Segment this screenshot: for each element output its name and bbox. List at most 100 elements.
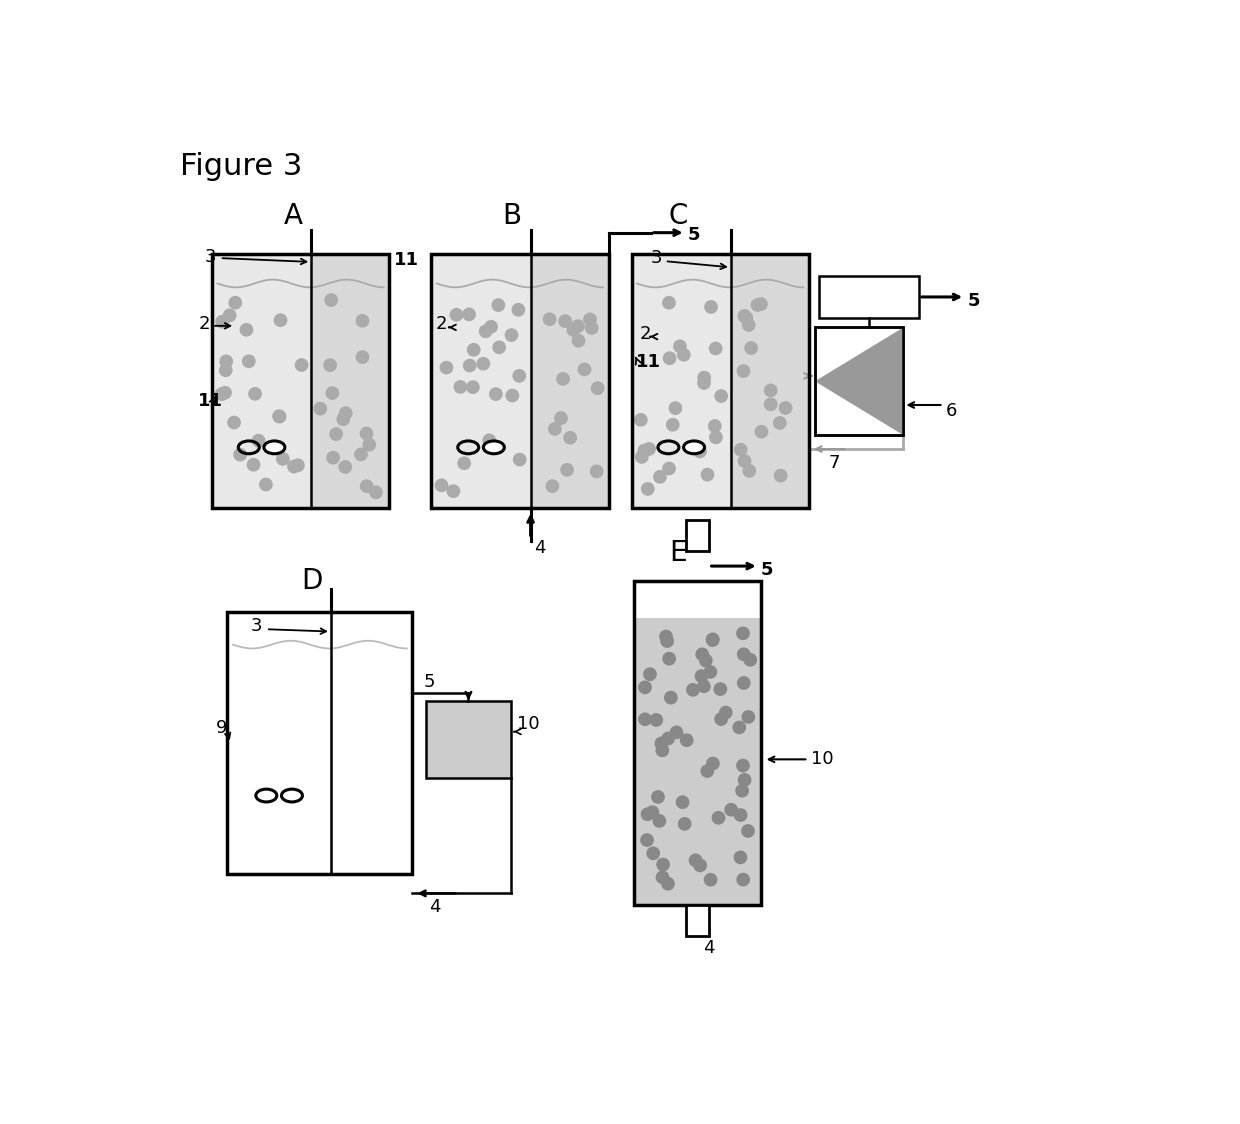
Circle shape — [578, 363, 590, 375]
Circle shape — [454, 381, 466, 393]
Circle shape — [355, 448, 367, 461]
Bar — [212, 254, 311, 508]
Bar — [631, 254, 730, 508]
Bar — [631, 254, 808, 508]
Circle shape — [572, 320, 584, 333]
Circle shape — [635, 414, 647, 426]
Circle shape — [663, 297, 675, 309]
Circle shape — [486, 740, 496, 750]
Circle shape — [584, 314, 596, 326]
Circle shape — [655, 737, 667, 750]
Circle shape — [647, 847, 660, 860]
Circle shape — [639, 444, 651, 456]
Circle shape — [434, 750, 444, 759]
Circle shape — [295, 359, 308, 371]
Circle shape — [481, 713, 490, 723]
Circle shape — [259, 479, 272, 491]
Bar — [818, 275, 919, 318]
Circle shape — [216, 316, 228, 328]
Circle shape — [219, 387, 231, 399]
Circle shape — [573, 335, 585, 347]
Circle shape — [751, 299, 764, 311]
Circle shape — [737, 785, 748, 797]
Circle shape — [512, 303, 525, 316]
Circle shape — [314, 402, 326, 415]
Text: B: B — [502, 201, 522, 229]
Circle shape — [765, 384, 776, 397]
Text: 3: 3 — [651, 250, 662, 268]
Text: 2: 2 — [198, 315, 210, 333]
Circle shape — [738, 310, 750, 323]
Circle shape — [738, 365, 750, 378]
Circle shape — [291, 459, 304, 471]
Text: 10: 10 — [517, 715, 539, 733]
Circle shape — [673, 341, 686, 353]
Text: 11: 11 — [394, 251, 419, 269]
Circle shape — [337, 413, 350, 425]
Text: 4: 4 — [534, 540, 546, 558]
Circle shape — [339, 461, 351, 473]
Circle shape — [433, 754, 441, 763]
Circle shape — [446, 737, 455, 746]
Bar — [634, 581, 760, 618]
Circle shape — [229, 297, 242, 309]
Text: 3: 3 — [250, 617, 262, 635]
Circle shape — [660, 631, 672, 643]
Circle shape — [738, 649, 750, 661]
Circle shape — [480, 325, 492, 337]
Circle shape — [775, 470, 787, 482]
Text: E: E — [670, 540, 687, 566]
Circle shape — [449, 715, 458, 724]
Circle shape — [694, 859, 707, 871]
Bar — [531, 254, 609, 508]
Circle shape — [707, 634, 719, 646]
Circle shape — [492, 299, 505, 311]
Circle shape — [707, 758, 719, 770]
Bar — [730, 254, 808, 508]
Circle shape — [709, 343, 722, 354]
Text: 5: 5 — [424, 673, 435, 691]
Circle shape — [743, 319, 755, 332]
Circle shape — [440, 362, 453, 374]
Circle shape — [460, 715, 470, 725]
Circle shape — [564, 432, 577, 444]
Circle shape — [241, 324, 253, 336]
Circle shape — [653, 471, 666, 483]
Text: D: D — [301, 568, 322, 596]
Circle shape — [738, 677, 750, 689]
Circle shape — [288, 461, 300, 473]
Text: 5: 5 — [761, 561, 774, 579]
Circle shape — [356, 351, 368, 363]
Bar — [432, 254, 531, 508]
Circle shape — [693, 445, 706, 457]
Circle shape — [698, 377, 711, 389]
Text: A: A — [284, 201, 303, 229]
Circle shape — [234, 448, 247, 461]
Circle shape — [662, 733, 675, 744]
Text: 4: 4 — [429, 898, 440, 916]
Circle shape — [704, 873, 717, 886]
Text: 5: 5 — [688, 226, 701, 244]
Text: 7: 7 — [828, 454, 841, 472]
Polygon shape — [815, 327, 904, 435]
Circle shape — [656, 871, 668, 883]
Circle shape — [641, 483, 653, 495]
Circle shape — [676, 796, 688, 808]
Circle shape — [455, 714, 464, 723]
Text: C: C — [668, 201, 687, 229]
Circle shape — [484, 434, 496, 446]
Circle shape — [361, 480, 373, 492]
Ellipse shape — [683, 441, 704, 454]
Text: 4: 4 — [703, 939, 714, 957]
Circle shape — [677, 348, 689, 361]
Circle shape — [755, 426, 768, 438]
Circle shape — [652, 791, 665, 804]
Bar — [815, 327, 904, 435]
Circle shape — [698, 371, 711, 383]
Circle shape — [639, 681, 651, 694]
Text: 3: 3 — [205, 247, 216, 265]
Circle shape — [653, 815, 666, 827]
Circle shape — [559, 315, 572, 327]
Circle shape — [737, 627, 749, 640]
Bar — [311, 254, 389, 508]
